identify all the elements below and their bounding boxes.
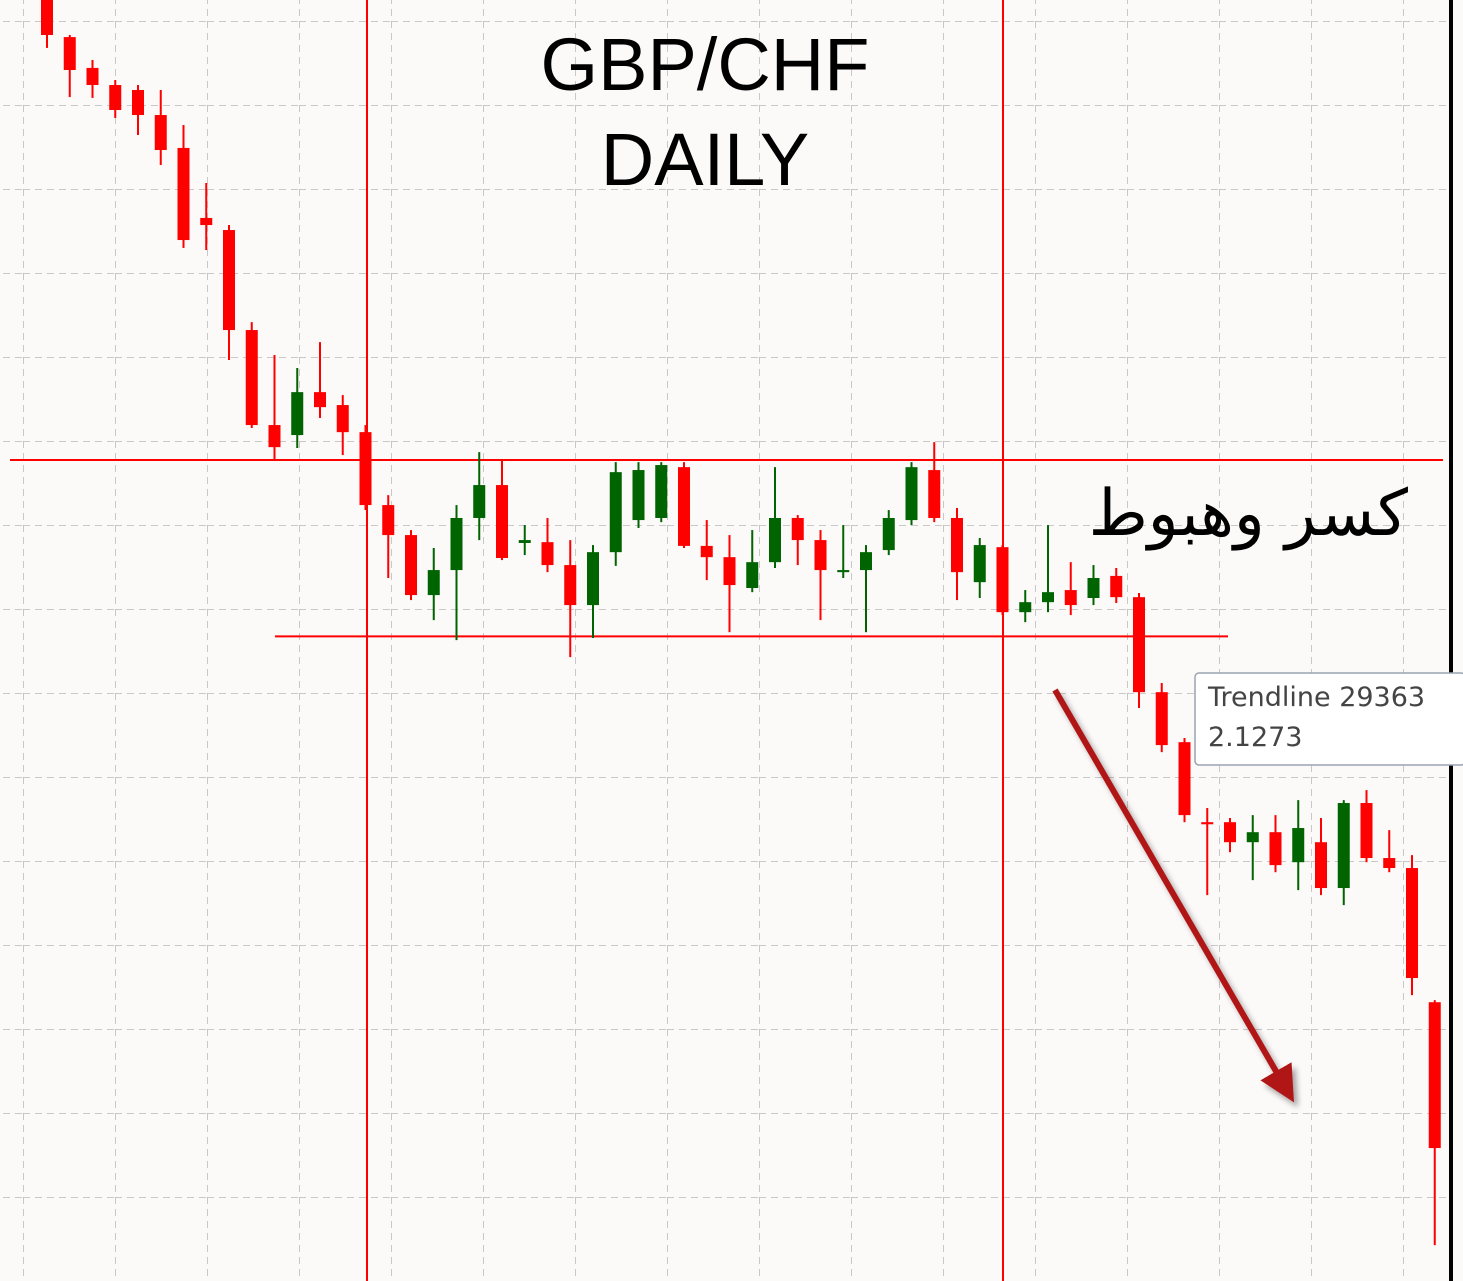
candle-body xyxy=(63,37,76,71)
candle-body xyxy=(860,552,872,571)
candle-body xyxy=(951,517,963,573)
arrow xyxy=(1052,688,1295,1103)
candle-body xyxy=(268,425,281,448)
candle-body xyxy=(1224,822,1236,843)
candle-body xyxy=(1110,575,1123,598)
candle-body xyxy=(223,230,235,331)
candle-body xyxy=(814,540,827,571)
tooltip: Trendline 29363 2.1273 xyxy=(1194,672,1463,766)
candle-body xyxy=(1360,803,1373,859)
candle-body xyxy=(109,85,122,111)
candle-body xyxy=(609,472,622,553)
candle-body xyxy=(746,562,759,588)
candle-body xyxy=(177,147,190,241)
candle-body xyxy=(496,485,508,558)
candle-body xyxy=(405,535,417,596)
candle-body xyxy=(1428,1002,1441,1149)
candle-body xyxy=(564,565,577,606)
candle-body xyxy=(1406,868,1418,979)
chart-title: GBP/CHF xyxy=(541,23,870,106)
tooltip-value: 2.1273 xyxy=(1208,722,1302,753)
candle-body xyxy=(314,392,326,408)
candle-body xyxy=(541,542,554,566)
candle-body xyxy=(427,570,440,596)
candle-body xyxy=(473,485,486,518)
candle-body xyxy=(1246,832,1259,843)
candle-body xyxy=(359,432,372,506)
candle-body xyxy=(200,217,213,226)
candle-body xyxy=(905,467,918,521)
candle-body xyxy=(382,505,395,536)
candle-body xyxy=(655,465,668,518)
candle-body xyxy=(1292,828,1305,863)
tooltip-box xyxy=(1194,672,1463,766)
candle-body xyxy=(1087,577,1100,598)
candle-body xyxy=(1337,803,1350,889)
candle-body xyxy=(678,467,690,546)
candle-body xyxy=(769,517,781,563)
candle-body xyxy=(1315,842,1327,889)
candle-body xyxy=(1269,832,1282,866)
candle-body xyxy=(1064,590,1077,606)
candle-body xyxy=(132,90,144,116)
candle-body xyxy=(1155,692,1168,746)
candle-body xyxy=(837,570,850,573)
candle-body xyxy=(1042,592,1054,603)
candle-body xyxy=(1201,822,1214,825)
candle-body xyxy=(791,517,804,541)
chart-subtitle: DAILY xyxy=(601,118,809,201)
candle-body xyxy=(245,330,258,426)
candle-body xyxy=(1178,742,1191,816)
candle-body xyxy=(1383,858,1396,869)
marks xyxy=(10,0,1443,1246)
candle-body xyxy=(973,545,986,583)
candle-body xyxy=(450,517,463,571)
annotation: كسر وهبوط xyxy=(1089,477,1409,551)
candle-body xyxy=(518,540,531,543)
candle-body xyxy=(587,552,599,606)
tooltip-name: Trendline 29363 xyxy=(1207,682,1425,713)
candle-body xyxy=(882,517,895,551)
candle-body xyxy=(154,115,167,151)
candle-body xyxy=(1133,597,1145,693)
candle-body xyxy=(723,557,736,586)
candle-body xyxy=(996,547,1009,613)
candle-body xyxy=(632,470,645,521)
candle-body xyxy=(1019,602,1032,613)
candle-body xyxy=(336,405,349,433)
candle-body xyxy=(86,67,99,86)
candle-body xyxy=(41,0,53,36)
candle-body xyxy=(928,470,941,518)
candle-body xyxy=(291,392,304,436)
candle-body xyxy=(700,545,713,558)
